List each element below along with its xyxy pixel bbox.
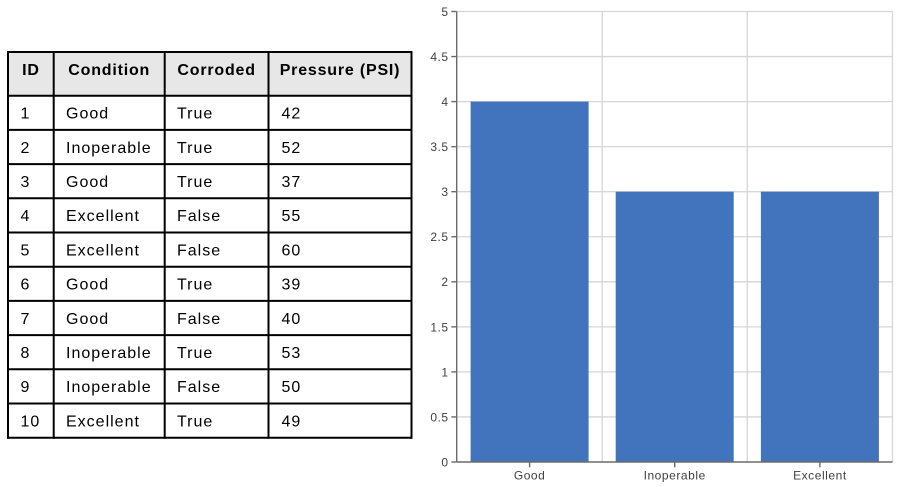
svg-text:1: 1 [441, 365, 448, 379]
svg-text:Inoperable: Inoperable [66, 140, 152, 157]
svg-text:5: 5 [21, 242, 31, 259]
svg-text:60: 60 [282, 242, 302, 259]
svg-text:2: 2 [441, 275, 448, 289]
svg-text:9: 9 [21, 379, 31, 396]
svg-text:4.5: 4.5 [430, 50, 448, 64]
svg-text:0: 0 [441, 455, 448, 469]
svg-text:3: 3 [441, 185, 448, 199]
svg-text:Inoperable: Inoperable [644, 469, 706, 483]
svg-text:False: False [177, 208, 221, 225]
svg-text:Good: Good [514, 469, 546, 483]
svg-text:6: 6 [21, 277, 31, 294]
svg-text:Good: Good [66, 174, 109, 191]
svg-text:Excellent: Excellent [66, 242, 140, 259]
svg-text:37: 37 [282, 174, 302, 191]
svg-text:True: True [177, 140, 213, 157]
svg-text:0.5: 0.5 [430, 410, 448, 424]
svg-text:55: 55 [282, 208, 302, 225]
svg-text:49: 49 [282, 413, 302, 430]
svg-text:Excellent: Excellent [66, 413, 140, 430]
svg-text:2: 2 [21, 140, 31, 157]
svg-text:Excellent: Excellent [66, 208, 140, 225]
svg-text:5: 5 [441, 5, 448, 19]
svg-text:True: True [177, 277, 213, 294]
svg-text:Condition: Condition [68, 62, 150, 79]
svg-text:3.5: 3.5 [430, 140, 448, 154]
svg-text:10: 10 [21, 413, 41, 430]
svg-text:Good: Good [66, 277, 109, 294]
svg-text:True: True [177, 413, 213, 430]
svg-text:True: True [177, 345, 213, 362]
svg-text:50: 50 [282, 379, 302, 396]
svg-text:True: True [177, 106, 213, 123]
svg-text:True: True [177, 174, 213, 191]
svg-text:False: False [177, 311, 221, 328]
svg-text:52: 52 [282, 140, 302, 157]
svg-text:False: False [177, 242, 221, 259]
svg-text:3: 3 [21, 174, 31, 191]
svg-text:53: 53 [282, 345, 302, 362]
svg-text:Good: Good [66, 311, 109, 328]
svg-text:False: False [177, 379, 221, 396]
svg-text:1.5: 1.5 [430, 320, 448, 334]
svg-text:40: 40 [282, 311, 302, 328]
svg-text:1: 1 [21, 106, 31, 123]
svg-text:2.5: 2.5 [430, 230, 448, 244]
svg-text:Corroded: Corroded [177, 62, 255, 79]
svg-text:Inoperable: Inoperable [66, 379, 152, 396]
svg-text:7: 7 [21, 311, 31, 328]
svg-text:Excellent: Excellent [793, 469, 847, 483]
svg-text:42: 42 [282, 106, 302, 123]
svg-text:39: 39 [282, 277, 302, 294]
svg-text:ID: ID [22, 62, 40, 79]
svg-text:Good: Good [66, 106, 109, 123]
svg-text:Inoperable: Inoperable [66, 345, 152, 362]
svg-text:4: 4 [21, 208, 31, 225]
svg-text:8: 8 [21, 345, 31, 362]
svg-text:4: 4 [441, 95, 448, 109]
svg-text:Pressure (PSI): Pressure (PSI) [280, 62, 401, 79]
